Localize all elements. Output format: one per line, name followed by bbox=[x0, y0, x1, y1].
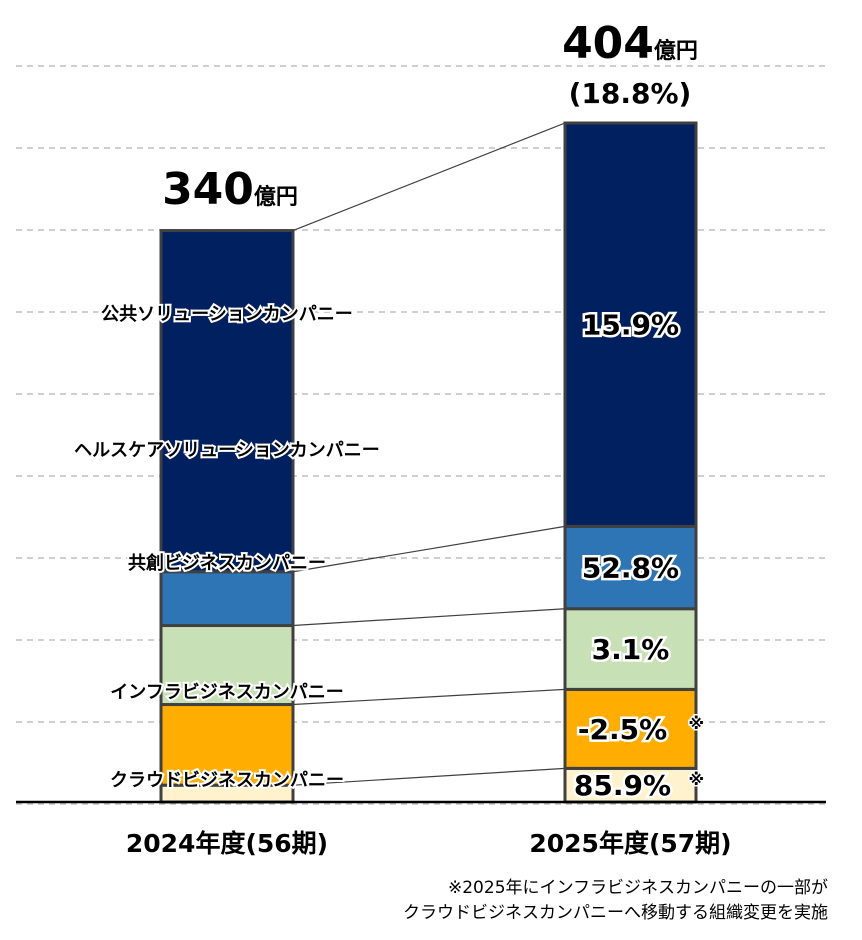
connector-line bbox=[292, 525, 566, 573]
note-mark: ※ bbox=[689, 714, 705, 733]
bar-segment bbox=[159, 570, 295, 628]
x-tick-label: 2024年度(56期) bbox=[126, 829, 328, 858]
series-label: クラウドビジネスカンパニー bbox=[110, 770, 344, 791]
series-label: 公共ソリューションカンパニー bbox=[101, 304, 353, 325]
footnote-line-1: ※2025年にインフラビジネスカンパニーの一部が bbox=[448, 878, 828, 898]
data-label: 3.1% bbox=[592, 633, 670, 666]
bar-segment bbox=[563, 687, 698, 770]
data-label: 85.9% bbox=[574, 769, 671, 802]
series-label: インフラビジネスカンパニー bbox=[110, 682, 343, 703]
note-mark: ※ bbox=[689, 770, 705, 789]
bar-segment bbox=[563, 121, 698, 528]
connector-line bbox=[292, 608, 566, 627]
bar-segment bbox=[159, 229, 295, 574]
bar-segment bbox=[159, 624, 295, 707]
connector-line bbox=[292, 767, 566, 786]
data-label: 15.9% bbox=[582, 309, 679, 342]
series-label: 共創ビジネスカンパニー bbox=[128, 552, 326, 574]
x-tick-label: 2025年度(57期) bbox=[529, 829, 731, 858]
bar-segment bbox=[563, 766, 698, 804]
connector-line bbox=[292, 122, 566, 232]
total-label: 340億円 bbox=[162, 164, 298, 215]
data-label: -2.5% bbox=[578, 713, 667, 746]
bar-segment bbox=[563, 607, 698, 691]
series-label: ヘルスケアソリューションカンパニー bbox=[74, 440, 380, 461]
footnote-line-2: クラウドビジネスカンパニーへ移動する組織変更を実施 bbox=[403, 903, 828, 923]
connector-line bbox=[292, 688, 566, 706]
total-label: 404億円 bbox=[562, 18, 698, 69]
growth-total-label: (18.8%) bbox=[569, 77, 692, 110]
footnote: ※2025年にインフラビジネスカンパニーの一部が クラウドビジネスカンパニーへ移… bbox=[403, 876, 828, 926]
bar-segment bbox=[563, 524, 698, 611]
data-label: 52.8% bbox=[582, 552, 679, 585]
